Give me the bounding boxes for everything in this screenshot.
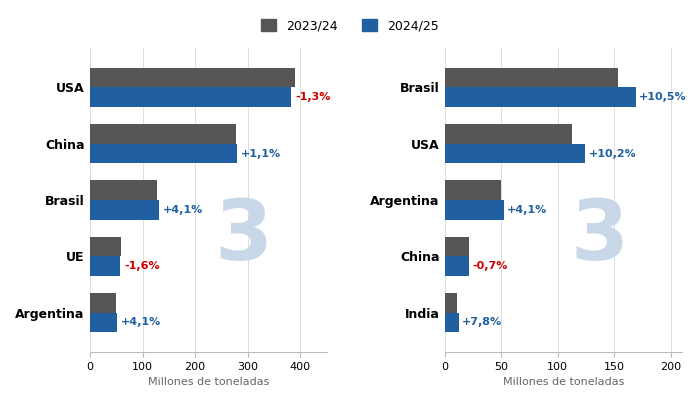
Text: +10,2%: +10,2% — [589, 148, 636, 158]
Text: +4,1%: +4,1% — [163, 205, 203, 215]
Text: -1,6%: -1,6% — [124, 261, 160, 271]
Bar — [90, 312, 118, 332]
X-axis label: Millones de toneladas: Millones de toneladas — [503, 377, 624, 387]
Bar — [90, 236, 121, 256]
Bar — [90, 200, 160, 220]
Bar — [445, 256, 469, 276]
Bar — [90, 88, 291, 107]
Bar — [90, 144, 237, 164]
Bar — [445, 124, 573, 144]
Text: +7,8%: +7,8% — [462, 318, 503, 328]
Text: +4,1%: +4,1% — [121, 318, 161, 328]
Text: 3: 3 — [215, 196, 273, 277]
Text: +10,5%: +10,5% — [639, 92, 687, 102]
Bar — [445, 88, 636, 107]
Bar — [90, 256, 120, 276]
Bar — [445, 180, 501, 200]
Bar — [445, 200, 504, 220]
Text: -1,3%: -1,3% — [295, 92, 330, 102]
Text: +1,1%: +1,1% — [241, 148, 281, 158]
Bar — [90, 180, 157, 200]
Text: +4,1%: +4,1% — [508, 205, 547, 215]
Bar — [90, 68, 295, 88]
Legend: 2023/24, 2024/25: 2023/24, 2024/25 — [256, 14, 444, 37]
Bar — [445, 293, 458, 312]
Text: 3: 3 — [570, 196, 628, 277]
Bar — [445, 144, 585, 164]
Bar — [90, 293, 116, 312]
Bar — [90, 124, 236, 144]
Bar — [445, 312, 458, 332]
X-axis label: Millones de toneladas: Millones de toneladas — [148, 377, 269, 387]
Bar — [445, 236, 469, 256]
Text: -0,7%: -0,7% — [473, 261, 508, 271]
Bar — [445, 68, 617, 88]
